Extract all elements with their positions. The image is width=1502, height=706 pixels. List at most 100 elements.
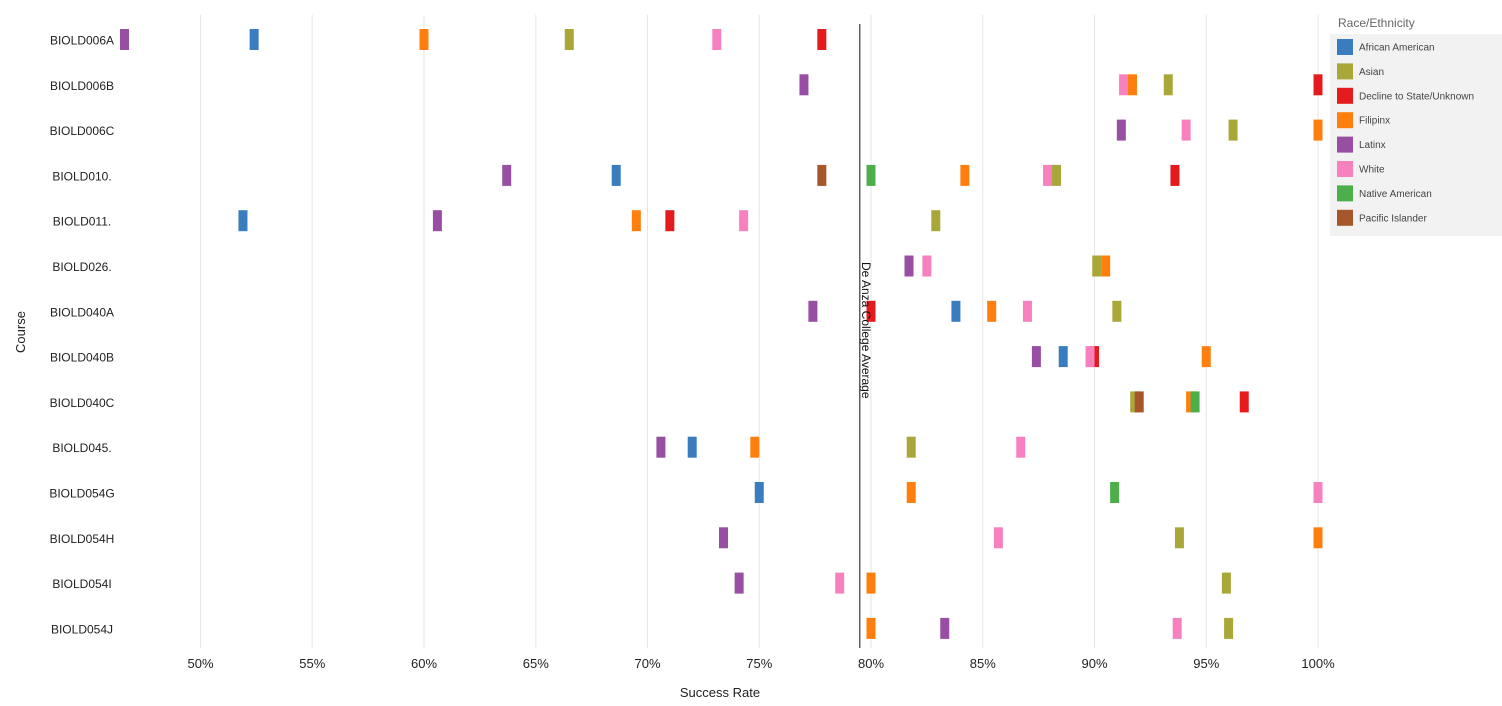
- mark-asian: [906, 436, 916, 458]
- mark-latinx: [940, 617, 950, 639]
- category-label: BIOLD026.: [52, 260, 111, 274]
- mark-filipinx: [631, 210, 641, 232]
- legend-swatch-pacific-islander: [1337, 209, 1353, 226]
- x-tick-label: 100%: [1301, 656, 1335, 671]
- mark-decline-to-state-unknown: [817, 29, 827, 50]
- mark-filipinx: [866, 572, 876, 594]
- x-tick-label: 65%: [523, 656, 549, 671]
- mark-filipinx: [750, 436, 760, 458]
- x-tick-label: 60%: [411, 656, 437, 671]
- category-label: BIOLD054I: [52, 577, 111, 591]
- mark-african-american: [249, 29, 259, 50]
- mark-decline-to-state-unknown: [1170, 164, 1180, 186]
- legend-swatch-white: [1337, 161, 1353, 177]
- mark-filipinx: [906, 482, 916, 503]
- mark-asian: [1052, 164, 1062, 186]
- category-label: BIOLD040A: [50, 305, 114, 319]
- legend-title: Race/Ethnicity: [1338, 16, 1415, 30]
- mark-asian: [1221, 572, 1231, 594]
- mark-african-american: [951, 300, 961, 322]
- mark-asian: [1092, 255, 1102, 277]
- legend-label-decline-to-state-unknown: Decline to State/Unknown: [1359, 91, 1474, 102]
- category-labels: BIOLD006A BIOLD006B BIOLD006C BIOLD010. BIOL…: [49, 34, 114, 637]
- legend-background: [1330, 34, 1502, 236]
- category-label: BIOLD006B: [50, 79, 114, 93]
- mark-white: [712, 29, 722, 50]
- x-tick-label: 50%: [187, 656, 213, 671]
- legend-swatch-asian: [1337, 63, 1353, 80]
- category-label: BIOLD011.: [53, 215, 111, 229]
- mark-filipinx: [1127, 74, 1137, 96]
- legend-swatch-filipinx: [1337, 112, 1353, 129]
- mark-african-american: [687, 436, 697, 458]
- mark-african-american: [238, 210, 248, 232]
- mark-latinx: [656, 436, 666, 458]
- mark-native-american: [866, 164, 876, 186]
- x-tick-label: 75%: [746, 656, 772, 671]
- mark-white: [1022, 300, 1032, 322]
- mark-latinx: [120, 29, 130, 50]
- gridlines: [200, 15, 1319, 648]
- mark-white: [739, 210, 749, 232]
- mark-white: [993, 527, 1003, 549]
- mark-filipinx: [987, 300, 997, 322]
- mark-native-american: [1110, 482, 1120, 503]
- category-label: BIOLD054G: [49, 487, 114, 501]
- mark-asian: [1163, 74, 1173, 96]
- x-tick-labels: 50% 55% 60% 65% 70% 75% 80% 85% 90% 95% 100%: [187, 656, 1335, 671]
- mark-white: [1016, 436, 1026, 458]
- mark-filipinx: [1201, 346, 1211, 368]
- mark-decline-to-state-unknown: [1239, 391, 1249, 413]
- y-axis-title: Course: [13, 311, 28, 353]
- mark-asian: [1224, 617, 1234, 639]
- legend-swatch-native-american: [1337, 185, 1353, 202]
- mark-white: [835, 572, 845, 594]
- mark-latinx: [1116, 119, 1126, 141]
- mark-latinx: [904, 255, 914, 277]
- mark-filipinx: [960, 164, 970, 186]
- mark-asian: [931, 210, 941, 232]
- mark-latinx: [1031, 346, 1041, 368]
- legend-label-african-american: African American: [1359, 43, 1435, 54]
- x-tick-label: 90%: [1081, 656, 1107, 671]
- category-label: BIOLD045.: [52, 441, 111, 455]
- category-label: BIOLD040B: [50, 351, 114, 365]
- mark-decline-to-state-unknown: [1313, 74, 1323, 96]
- category-label: BIOLD006C: [50, 124, 115, 138]
- mark-latinx: [799, 74, 809, 96]
- mark-asian: [564, 29, 574, 50]
- mark-african-american: [611, 164, 621, 186]
- mark-asian: [1112, 300, 1122, 322]
- data-marks: [120, 29, 1323, 639]
- mark-pacific-islander: [1134, 391, 1144, 413]
- mark-white: [1181, 119, 1191, 141]
- category-label: BIOLD010.: [52, 169, 111, 183]
- legend-items: African American Asian Decline to State/Un…: [1337, 39, 1474, 226]
- mark-decline-to-state-unknown: [665, 210, 675, 232]
- mark-decline-to-state-unknown: [866, 300, 876, 322]
- mark-african-american: [754, 482, 764, 503]
- reference-line-group: De Anza College Average: [859, 24, 873, 648]
- mark-latinx: [432, 210, 442, 232]
- category-label: BIOLD006A: [50, 34, 114, 48]
- legend-swatch-latinx: [1337, 136, 1353, 153]
- mark-white: [922, 255, 932, 277]
- mark-latinx: [734, 572, 744, 594]
- mark-asian: [1174, 527, 1184, 549]
- legend-swatch-decline-to-state-unknown: [1337, 87, 1353, 104]
- mark-pacific-islander: [817, 164, 827, 186]
- mark-latinx: [718, 527, 728, 549]
- mark-filipinx: [1313, 119, 1323, 141]
- category-label: BIOLD054H: [50, 532, 115, 546]
- x-tick-label: 55%: [299, 656, 325, 671]
- mark-white: [1313, 482, 1323, 503]
- mark-filipinx: [1101, 255, 1111, 277]
- reference-line-label: De Anza College Average: [859, 262, 873, 399]
- x-tick-label: 95%: [1193, 656, 1219, 671]
- category-label: BIOLD054J: [51, 622, 113, 636]
- legend-label-pacific-islander: Pacific Islander: [1359, 213, 1427, 224]
- mark-filipinx: [419, 29, 429, 50]
- x-tick-label: 70%: [634, 656, 660, 671]
- mark-white: [1172, 617, 1182, 639]
